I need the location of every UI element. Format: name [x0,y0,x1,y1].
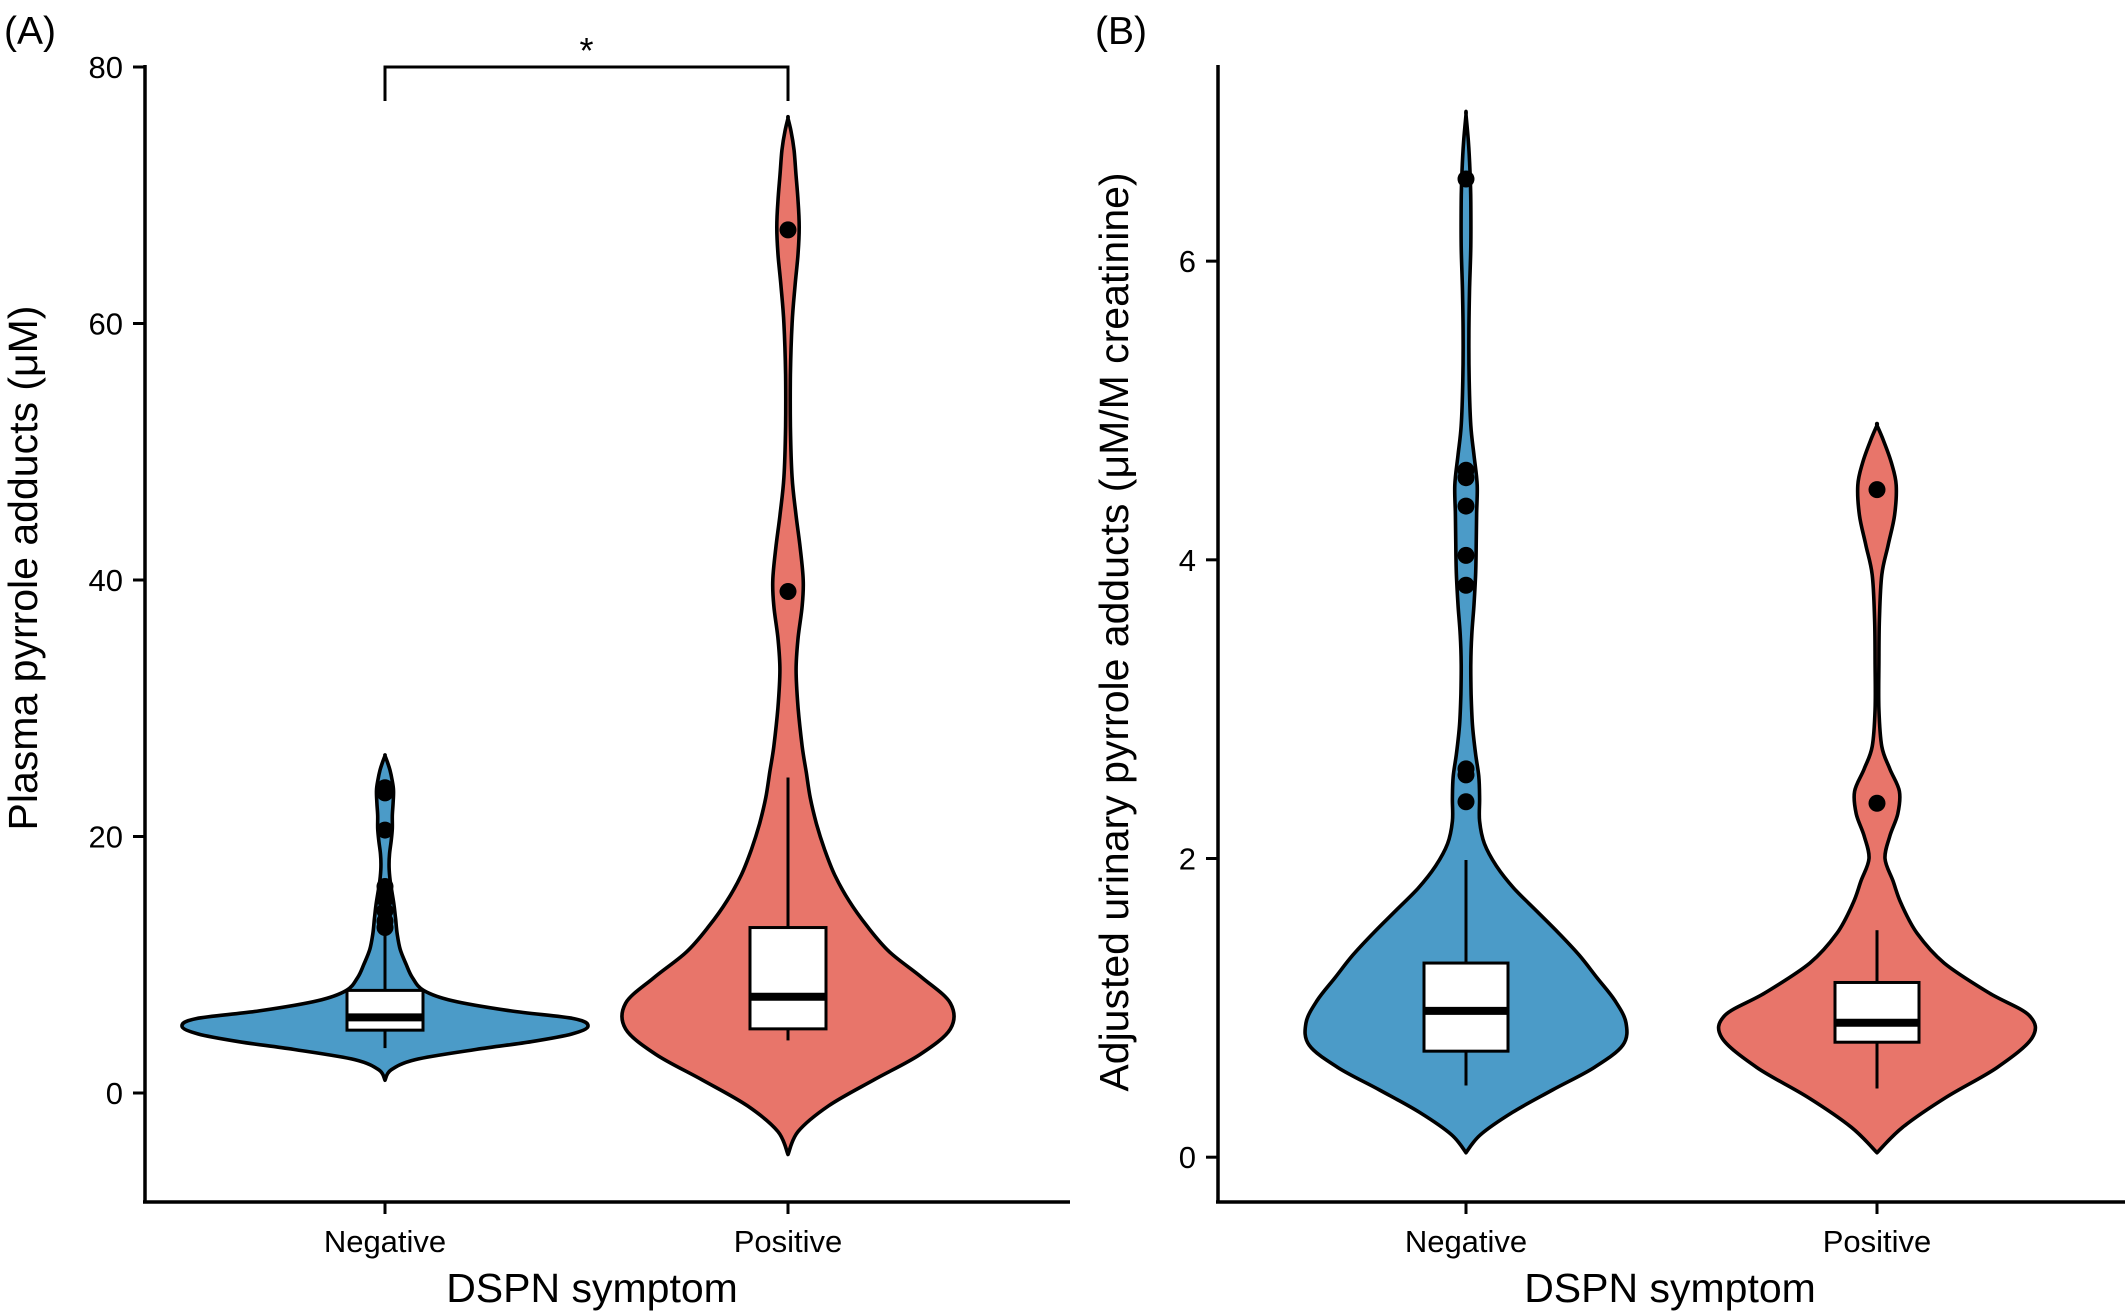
panel-a-outliers [376,221,797,937]
outlier-point-negative [1457,170,1475,188]
outlier-point-negative [376,779,394,797]
y-tick-label: 60 [89,306,123,341]
box-positive [748,926,828,1031]
outlier-point-positive [779,583,797,601]
panel-b-label: (B) [1095,10,1147,53]
outlier-point-positive [1868,794,1886,812]
x-tick-label-positive: Positive [734,1224,843,1259]
panel-a-label: (A) [4,10,56,53]
outlier-point-negative [376,878,394,896]
panel-b-boxes [1422,860,1921,1089]
panel-a-x-axis-title: DSPN symptom [446,1265,738,1311]
y-tick-label: 6 [1179,244,1196,279]
panel-a-violins [180,114,956,1157]
y-tick-label: 20 [89,819,123,854]
panel-a-annotations: * [383,30,790,101]
violin-negative [1303,109,1629,1155]
panel-a-boxes [345,777,828,1049]
violin-positive [1716,421,2038,1155]
box-positive [1833,980,1921,1044]
x-tick-label-positive: Positive [1823,1224,1932,1259]
y-tick-label: 40 [89,563,123,598]
panel-a-y-axis-title: Plasma pyrrole adducts (μM) [0,306,46,831]
y-tick-label: 80 [89,50,123,85]
significance-bracket [383,65,790,101]
violin-positive [620,114,956,1157]
outlier-point-negative [376,890,394,908]
panel-b-violins [1303,109,2038,1155]
outlier-point-negative [1457,546,1475,564]
significance-label: * [579,30,593,71]
outlier-point-negative [376,821,394,839]
y-tick-label: 2 [1179,842,1196,877]
outlier-point-negative [1457,793,1475,811]
outlier-point-positive [779,221,797,239]
y-tick-label: 0 [1179,1140,1196,1175]
outlier-point-negative [1457,497,1475,515]
panel-b-axes: Negative Positive 0 2 4 6 [1179,65,2125,1259]
outlier-point-negative [1457,461,1475,479]
outlier-point-negative [1457,576,1475,594]
panel-a: (A) Plasma pyrrole adducts (μM) DSPN sym… [0,10,1070,1311]
panel-b-outliers [1457,170,1886,812]
x-tick-label-negative: Negative [1405,1224,1527,1259]
y-tick-label: 0 [106,1076,123,1111]
outlier-point-negative [1457,760,1475,778]
outlier-point-positive [1868,481,1886,499]
panel-b-x-axis-title: DSPN symptom [1524,1265,1816,1311]
y-tick-label: 4 [1179,543,1196,578]
panel-a-axes: Negative Positive 0 20 40 60 80 [89,50,1070,1259]
x-tick-label-negative: Negative [324,1224,446,1259]
box-negative [345,988,425,1032]
panel-b-y-axis-title: Adjusted urinary pyrrole adducts (μM/M c… [1091,172,1137,1091]
panel-b: (B) Adjusted urinary pyrrole adducts (μM… [1091,10,2125,1311]
